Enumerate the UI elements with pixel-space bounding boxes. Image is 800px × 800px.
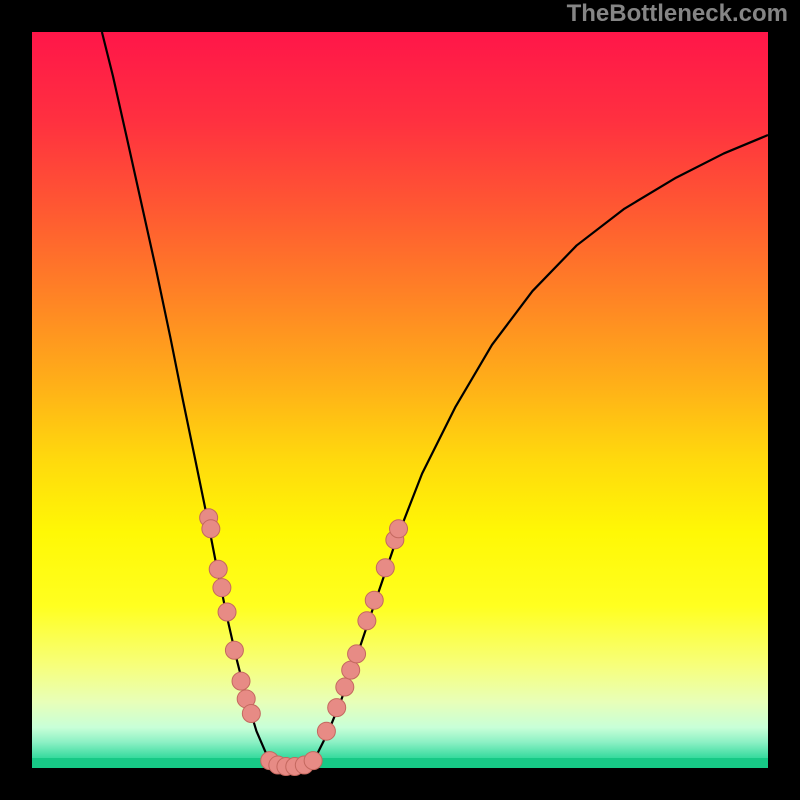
data-marker bbox=[213, 579, 231, 597]
data-marker bbox=[225, 641, 243, 659]
chart-container: TheBottleneck.com bbox=[0, 0, 800, 800]
data-marker bbox=[376, 559, 394, 577]
data-marker bbox=[328, 699, 346, 717]
data-marker bbox=[209, 560, 227, 578]
data-marker bbox=[348, 645, 366, 663]
data-marker bbox=[336, 678, 354, 696]
data-marker bbox=[365, 591, 383, 609]
data-marker bbox=[232, 672, 250, 690]
baseline-strip bbox=[32, 758, 768, 768]
data-marker bbox=[242, 705, 260, 723]
data-marker bbox=[317, 722, 335, 740]
data-marker bbox=[304, 752, 322, 770]
data-marker bbox=[358, 612, 376, 630]
data-marker bbox=[390, 520, 408, 538]
watermark-text: TheBottleneck.com bbox=[567, 0, 788, 28]
data-marker bbox=[342, 661, 360, 679]
chart-svg bbox=[0, 0, 800, 800]
data-marker bbox=[202, 520, 220, 538]
data-marker bbox=[218, 603, 236, 621]
plot-background bbox=[32, 32, 768, 768]
